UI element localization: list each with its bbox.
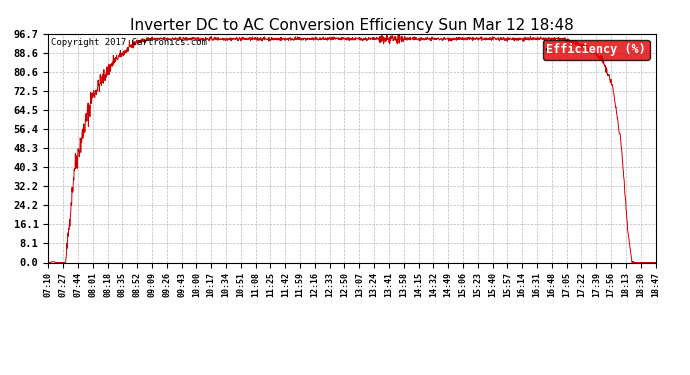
Title: Inverter DC to AC Conversion Efficiency Sun Mar 12 18:48: Inverter DC to AC Conversion Efficiency … <box>130 18 574 33</box>
Legend: Efficiency (%): Efficiency (%) <box>543 40 649 60</box>
Text: Copyright 2017 Cartronics.com: Copyright 2017 Cartronics.com <box>51 38 207 47</box>
